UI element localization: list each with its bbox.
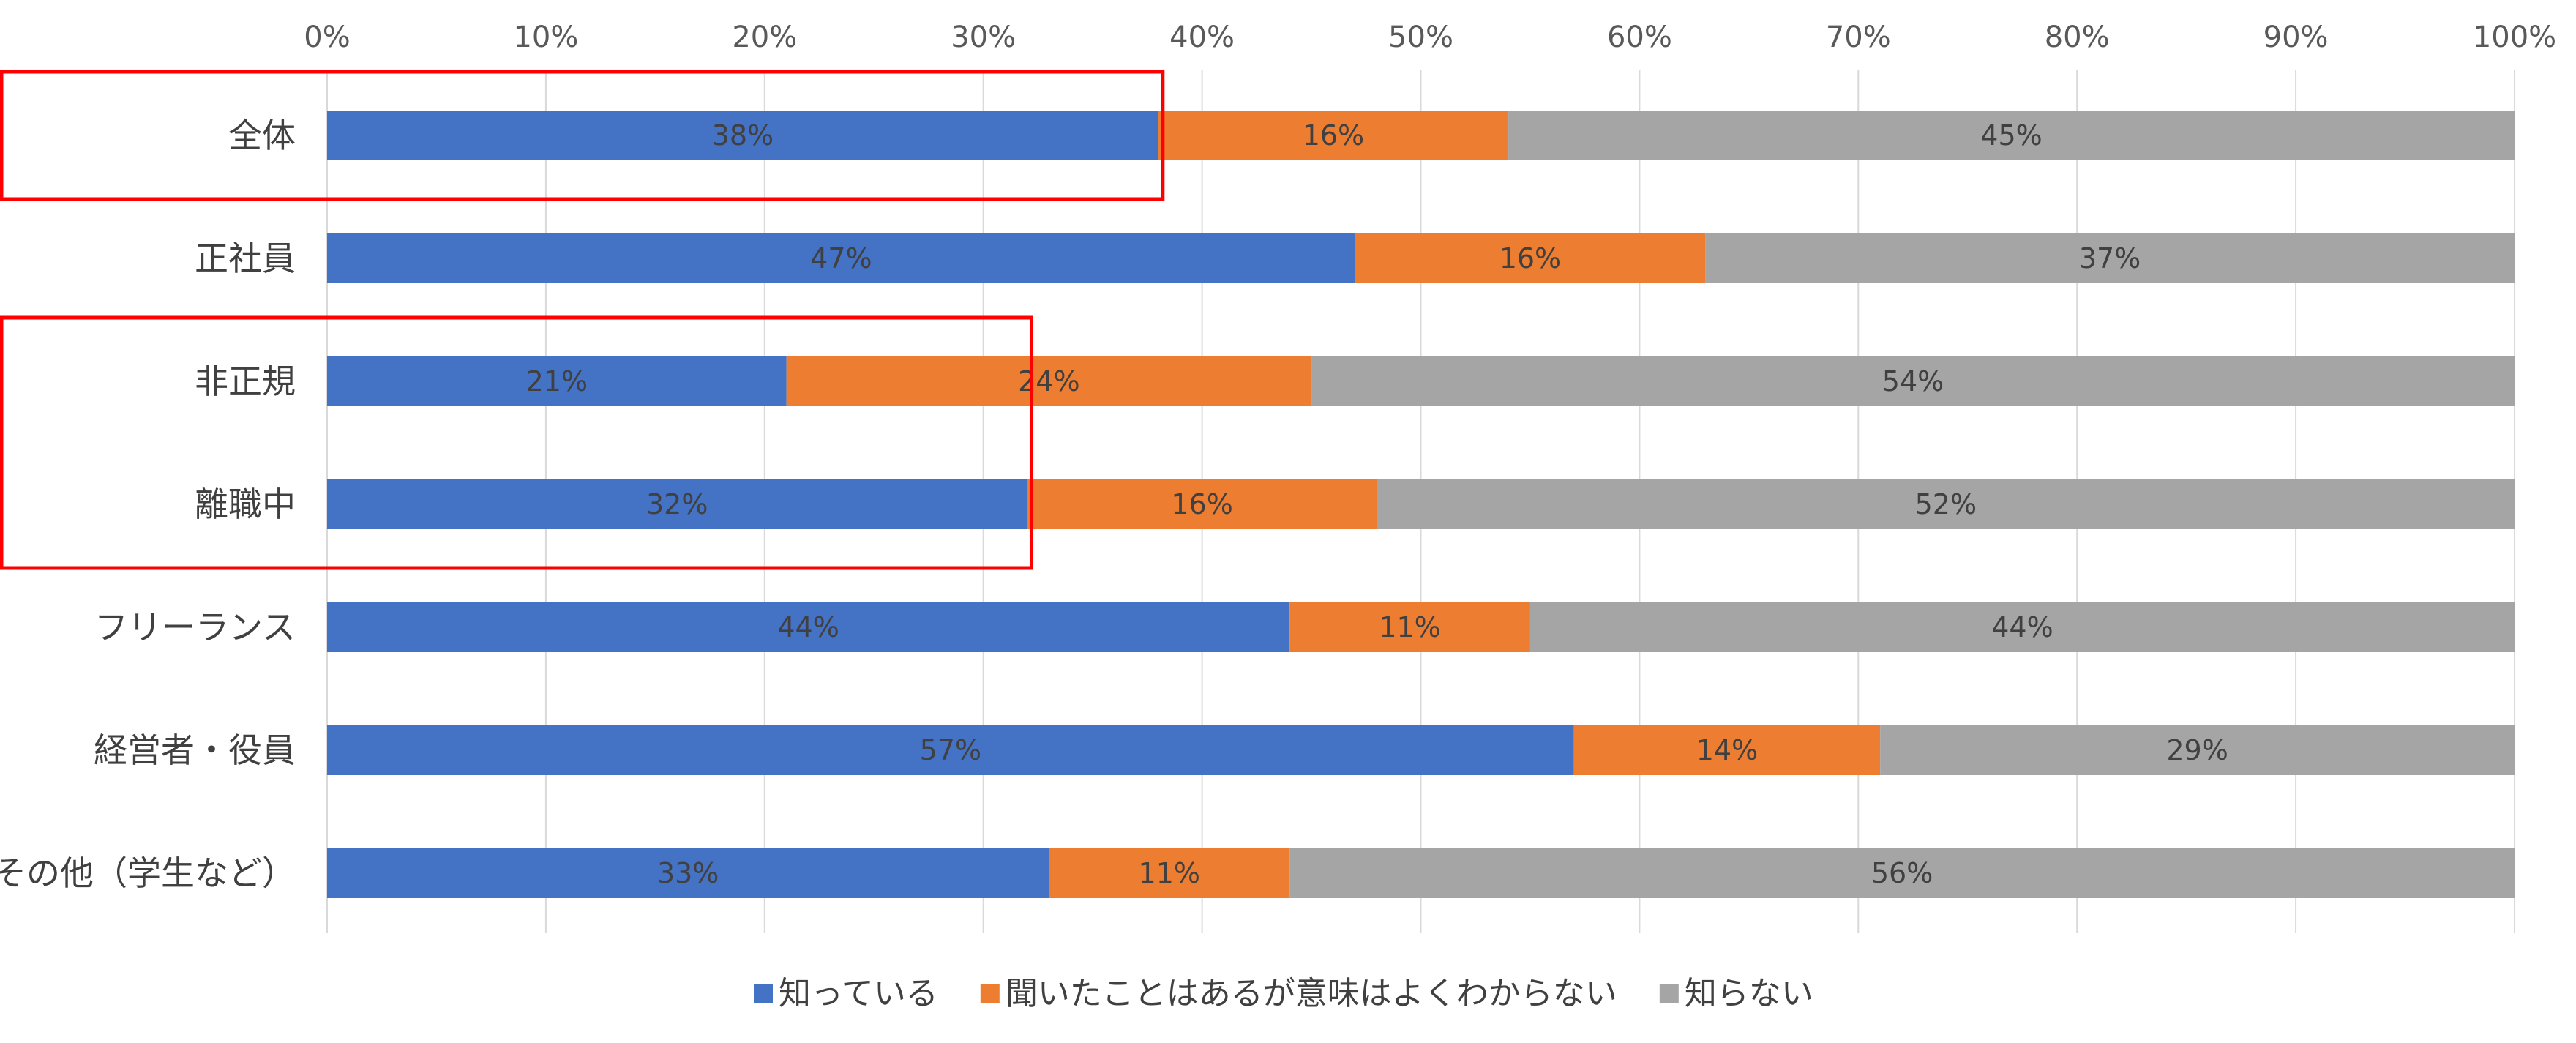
data-label: 52% bbox=[1915, 488, 1977, 520]
data-label: 11% bbox=[1139, 857, 1200, 889]
data-label: 33% bbox=[657, 857, 719, 889]
bar-segment bbox=[327, 233, 1355, 283]
data-label: 44% bbox=[1991, 611, 2053, 643]
bar-segment bbox=[327, 479, 1027, 529]
bar-segment bbox=[1705, 233, 2515, 283]
data-label: 56% bbox=[1871, 857, 1933, 889]
x-tick-label: 70% bbox=[1826, 20, 1891, 54]
data-label: 14% bbox=[1696, 734, 1758, 766]
legend-label: 聞いたことはあるが意味はよくわからない bbox=[1006, 975, 1617, 1012]
bar-segment bbox=[1289, 602, 1530, 652]
bar-segment bbox=[1880, 725, 2515, 775]
bar-segment bbox=[1311, 356, 2515, 406]
x-tick-label: 90% bbox=[2264, 20, 2329, 54]
x-tick-label: 30% bbox=[951, 20, 1016, 54]
data-label: 11% bbox=[1379, 611, 1440, 643]
bars: 38% 16% 45% 47% 16% 37% 21% 24% 54% 32% 16% 52% 44% 1… bbox=[327, 111, 2515, 898]
legend: 知っている 聞いたことはあるが意味はよくわからない 知らない bbox=[754, 975, 1813, 1012]
bar-segment bbox=[1289, 848, 2515, 898]
legend-label: 知らない bbox=[1685, 975, 1813, 1012]
highlight-box bbox=[0, 315, 1033, 570]
category-label: 離職中 bbox=[195, 485, 296, 524]
bar-segment bbox=[1530, 602, 2515, 652]
data-label: 16% bbox=[1171, 488, 1232, 520]
x-axis-ticks: 0% 10% 20% 30% 40% 50% 60% 70% 80% 90% 100% bbox=[304, 20, 2556, 54]
highlight-box bbox=[0, 70, 1165, 201]
x-tick-label: 50% bbox=[1388, 20, 1453, 54]
data-label: 24% bbox=[1018, 365, 1079, 397]
bar-segment bbox=[327, 848, 1049, 898]
bar-segment bbox=[1377, 479, 2515, 529]
data-label: 37% bbox=[2079, 242, 2141, 274]
data-label: 21% bbox=[526, 365, 588, 397]
legend-label: 知っている bbox=[779, 975, 938, 1012]
bar-segment bbox=[327, 725, 1574, 775]
bar-segment bbox=[327, 111, 1158, 160]
x-tick-label: 60% bbox=[1607, 20, 1672, 54]
category-label: 全体 bbox=[228, 116, 296, 155]
data-label: 16% bbox=[1499, 242, 1561, 274]
category-label: 正社員 bbox=[195, 239, 296, 278]
category-label: 非正規 bbox=[195, 362, 296, 401]
bar-segment bbox=[327, 356, 787, 406]
data-label: 44% bbox=[777, 611, 839, 643]
x-tick-label: 80% bbox=[2045, 20, 2110, 54]
category-label: フリーランス bbox=[94, 608, 296, 647]
data-label: 57% bbox=[920, 734, 981, 766]
legend-swatch bbox=[980, 984, 1000, 1003]
x-tick-label: 20% bbox=[732, 20, 797, 54]
data-label: 29% bbox=[2166, 734, 2228, 766]
data-label: 45% bbox=[1980, 119, 2042, 152]
highlight-boxes bbox=[0, 70, 1165, 570]
data-label: 54% bbox=[1882, 365, 1944, 397]
x-tick-label: 100% bbox=[2473, 20, 2556, 54]
bar-segment bbox=[1158, 111, 1509, 160]
legend-swatch bbox=[754, 984, 773, 1003]
category-label: 経営者・役員 bbox=[94, 730, 296, 770]
data-label: 32% bbox=[646, 488, 708, 520]
bar-segment bbox=[1355, 233, 1706, 283]
bar-segment bbox=[1049, 848, 1290, 898]
bar-segment bbox=[327, 602, 1290, 652]
data-label: 47% bbox=[810, 242, 872, 274]
x-tick-label: 0% bbox=[304, 20, 350, 54]
category-label: その他（学生など） bbox=[0, 853, 296, 893]
bar-segment bbox=[1573, 725, 1881, 775]
x-tick-label: 40% bbox=[1169, 20, 1235, 54]
legend-swatch bbox=[1659, 984, 1679, 1003]
bar-segment bbox=[1027, 479, 1377, 529]
data-label: 38% bbox=[712, 119, 774, 152]
bar-segment bbox=[786, 356, 1312, 406]
data-label: 16% bbox=[1303, 119, 1364, 152]
bar-segment bbox=[1508, 111, 2515, 160]
x-tick-label: 10% bbox=[513, 20, 578, 54]
